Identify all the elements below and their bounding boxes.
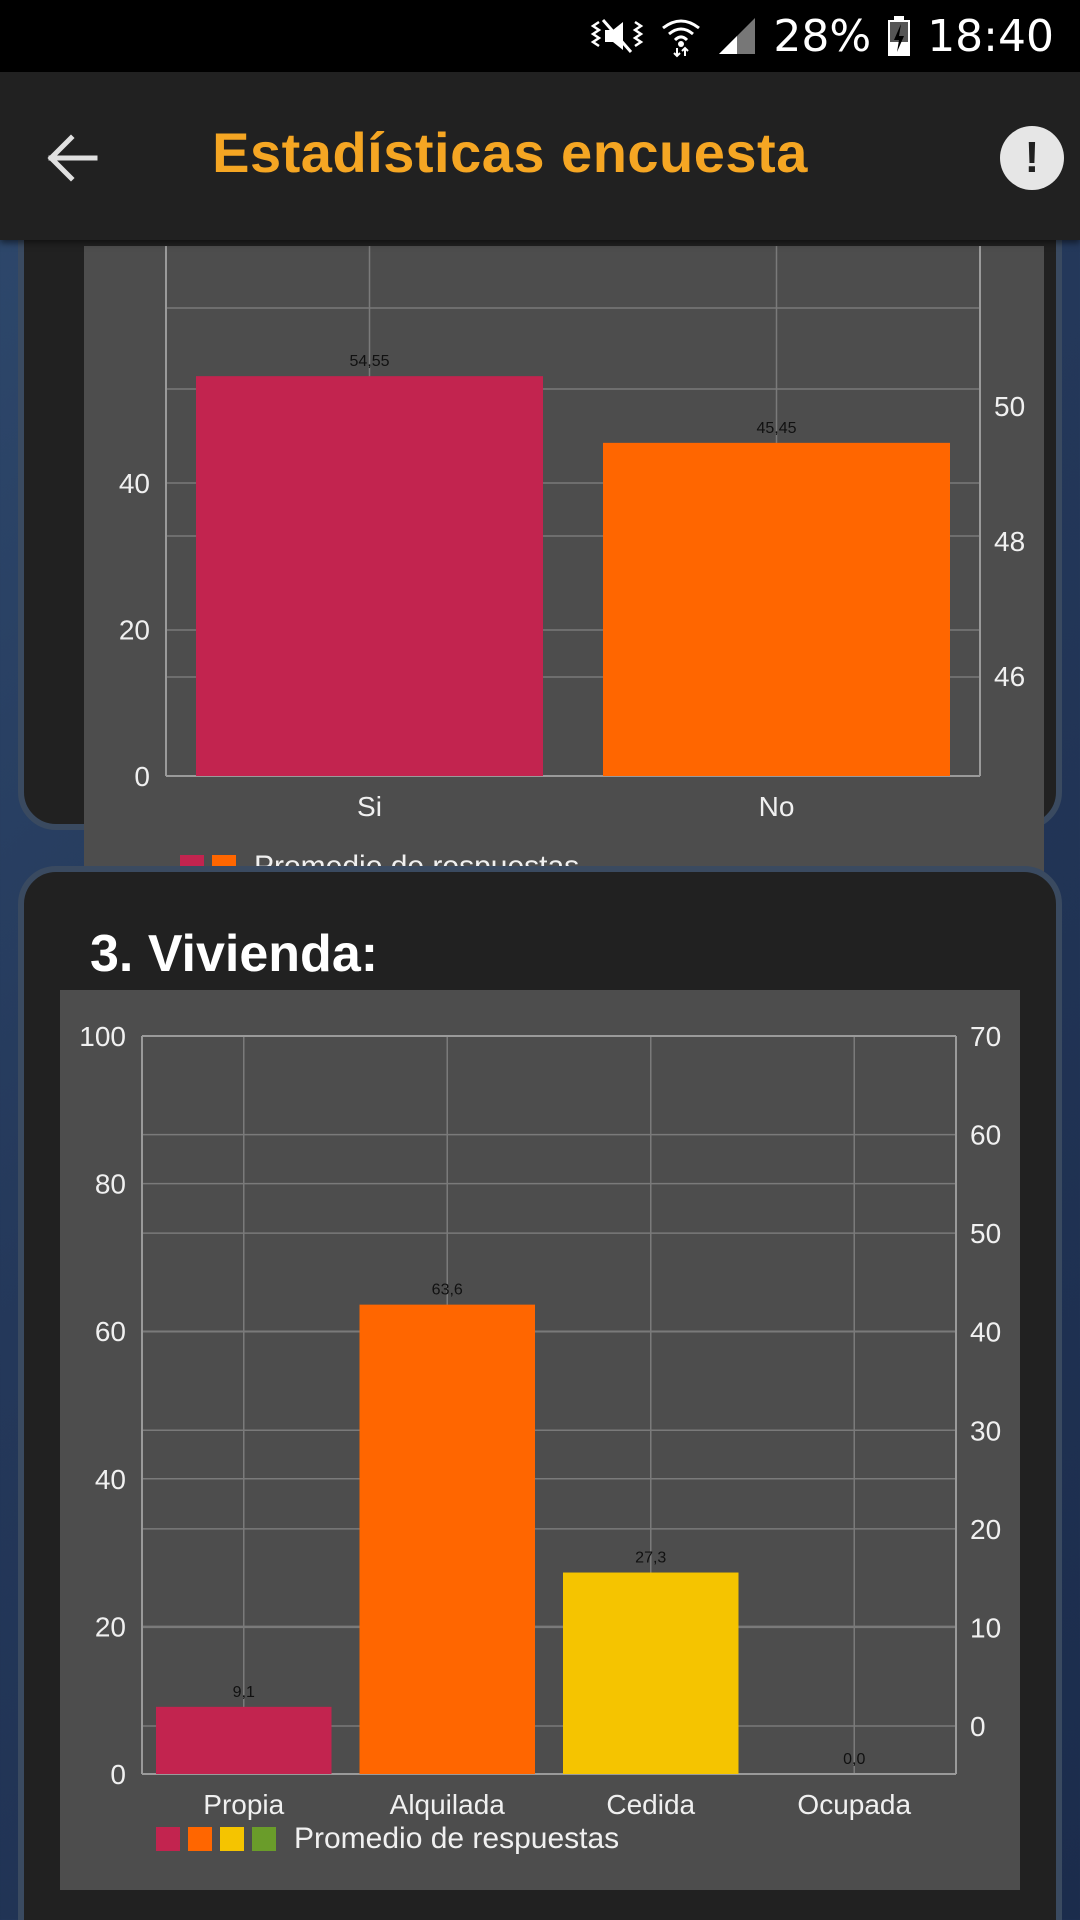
- y-tick-right: 50: [970, 1218, 1001, 1249]
- y-tick-right: 0: [970, 1711, 986, 1742]
- x-tick-label: Si: [357, 791, 382, 822]
- info-exclamation-icon: !: [1024, 133, 1040, 182]
- y-tick-left: 80: [95, 1169, 126, 1200]
- y-tick-right: 46: [994, 661, 1025, 692]
- y-tick-left: 40: [95, 1464, 126, 1495]
- clock: 18:40: [927, 10, 1054, 62]
- x-tick-label: No: [759, 791, 795, 822]
- legend-swatch: [188, 1827, 212, 1851]
- legend-swatch: [252, 1827, 276, 1851]
- app-bar: Estadísticas encuesta !: [0, 72, 1080, 240]
- page-title: Estadísticas encuesta: [212, 121, 808, 184]
- bar-value-label: 27,3: [635, 1550, 666, 1567]
- card-title: 3. Vivienda:: [90, 925, 379, 983]
- mute-vibrate-icon: [589, 14, 645, 58]
- y-tick-right: 30: [970, 1415, 1001, 1446]
- legend-swatch: [220, 1827, 244, 1851]
- y-tick-left: 20: [95, 1611, 126, 1642]
- y-tick-left: 60: [95, 1316, 126, 1347]
- legend-label: Promedio de respuestas: [294, 1822, 620, 1855]
- x-tick-label: Propia: [203, 1789, 284, 1820]
- y-tick-right: 48: [994, 526, 1025, 557]
- y-tick-left: 40: [119, 468, 150, 499]
- info-button[interactable]: !: [1000, 126, 1064, 190]
- battery-charging-icon: [887, 14, 911, 58]
- bar-no: [603, 442, 950, 776]
- arrow-left-icon: [47, 134, 98, 182]
- grid-lines: [141, 1035, 957, 1775]
- y-tick-left: 100: [79, 1021, 126, 1052]
- bar-value-label: 54,55: [349, 353, 389, 370]
- x-tick-label: Alquilada: [390, 1789, 506, 1820]
- chart-legend-2: Promedio de respuestas: [156, 1822, 619, 1856]
- back-button[interactable]: [36, 122, 108, 194]
- legend-swatch: [156, 1827, 180, 1851]
- chart-panel-2: 0 20 40 60 80 100 0 10 20 30 40 50 60 70 9,1 Propia 63,6…: [60, 990, 1020, 1890]
- x-tick-label: Ocupada: [797, 1789, 911, 1820]
- y-tick-left: 0: [134, 761, 150, 792]
- wifi-icon: [661, 14, 701, 58]
- y-tick-right: 20: [970, 1514, 1001, 1545]
- bar-chart-2: 0 20 40 60 80 100 0 10 20 30 40 50 60 70 9,1 Propia 63,6…: [79, 1021, 1001, 1820]
- bar-si: [196, 376, 543, 776]
- bar-value-label: 0,0: [843, 1751, 865, 1768]
- bar-cedida: [563, 1572, 739, 1774]
- bar-propia: [156, 1706, 332, 1774]
- y-tick-left: 20: [119, 614, 150, 645]
- bar-chart-1: 0 20 40 46 48 50 54,55 Si 45,45 No: [119, 246, 1025, 822]
- y-tick-right: 40: [970, 1317, 1001, 1348]
- signal-icon: [717, 16, 757, 56]
- x-tick-label: Cedida: [606, 1789, 695, 1820]
- y-tick-right: 10: [970, 1612, 1001, 1643]
- bar-value-label: 63,6: [432, 1282, 463, 1299]
- bar-alquilada: [359, 1304, 535, 1774]
- y-tick-right: 50: [994, 391, 1025, 422]
- y-tick-right: 70: [970, 1021, 1001, 1052]
- status-bar: 28% 18:40: [0, 0, 1080, 72]
- y-tick-left: 0: [110, 1759, 126, 1790]
- bar-value-label: 45,45: [756, 420, 796, 437]
- bar-value-label: 9,1: [233, 1684, 255, 1701]
- y-tick-right: 60: [970, 1120, 1001, 1151]
- battery-percent: 28%: [773, 10, 872, 62]
